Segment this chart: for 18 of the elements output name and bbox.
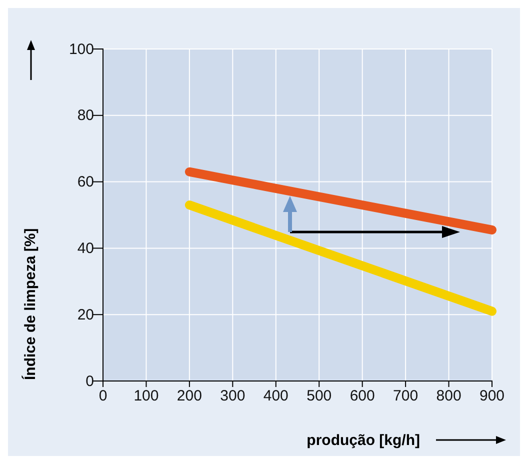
x-tick-label: 800	[436, 388, 462, 405]
y-tick-label: 60	[77, 174, 94, 191]
x-tick-label: 500	[306, 388, 332, 405]
x-tick-label: 300	[220, 388, 246, 405]
x-tick-label: 400	[263, 388, 288, 405]
y-tick-label: 80	[77, 107, 94, 124]
x-tick-label: 600	[350, 388, 375, 405]
x-tick-label: 100	[134, 388, 159, 405]
y-tick-label: 0	[86, 372, 94, 390]
x-tick-label: 700	[393, 388, 418, 405]
y-tick-label: 20	[77, 306, 94, 324]
x-tick-label: 900	[479, 388, 505, 405]
x-axis-title: produção [kg/h]	[306, 432, 420, 449]
x-tick-label: 0	[98, 388, 108, 405]
y-tick-label: 40	[77, 240, 94, 257]
y-axis-title: Índice de limpeza [%]	[21, 228, 39, 380]
y-tick-label: 100	[68, 40, 94, 58]
x-tick-label: 200	[176, 388, 202, 405]
